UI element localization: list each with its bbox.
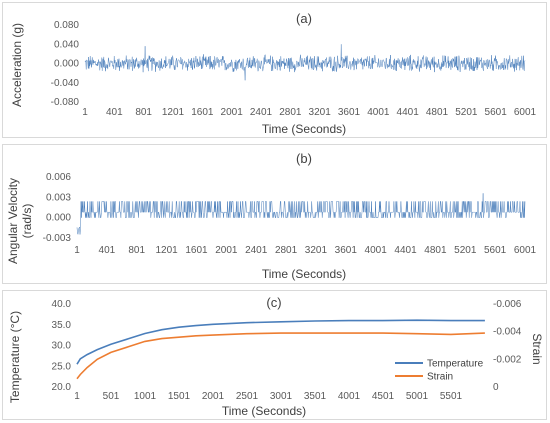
y-tick-label: -0.040 <box>51 78 80 89</box>
x-tick-label: 6001 <box>514 107 537 118</box>
x-tick-label: 4501 <box>372 391 395 402</box>
x-tick-label: 1 <box>74 391 80 402</box>
x-tick-label: 1 <box>82 107 88 118</box>
chart-title: (a) <box>296 11 312 26</box>
y2-tick-label: -0.004 <box>493 327 522 338</box>
x-tick-label: 401 <box>106 107 123 118</box>
x-tick-label: 1201 <box>162 107 185 118</box>
x-tick-label: 1 <box>74 245 80 256</box>
strain-series-line <box>76 332 485 380</box>
plot-area: 40.0 35.0 30.0 25.0 20.0 -0.006 -0.004 -0.002 0 1… <box>52 299 522 402</box>
y-tick-label: -0.003 <box>43 233 72 244</box>
x-tick-label: 2501 <box>236 391 259 402</box>
x-tick-label: 3601 <box>338 107 361 118</box>
y-axis-label-line1: Angular Velocity <box>6 178 20 264</box>
x-tick-label: 5201 <box>454 245 477 256</box>
y-axis-label: Temperature (°C) <box>8 311 22 403</box>
y-tick-label: 0.000 <box>46 213 71 224</box>
y-tick-label: 40.0 <box>52 299 72 310</box>
temperature-series-line <box>76 319 485 365</box>
y-axis-label: Acceleration (g) <box>10 23 24 107</box>
x-tick-label: 2401 <box>245 245 268 256</box>
x-tick-label: 5201 <box>455 107 478 118</box>
y2-tick-label: -0.002 <box>493 354 522 365</box>
x-axis-label: Time (Seconds) <box>222 404 306 418</box>
y-tick-label: 0.040 <box>54 39 79 50</box>
x-tick-label: 801 <box>128 245 145 256</box>
temperature-strain-chart: (c) Temperature (°C) Strain Time (Second… <box>8 295 544 418</box>
x-tick-label: 6001 <box>514 245 537 256</box>
x-tick-label: 2001 <box>215 245 238 256</box>
x-tick-label: 3601 <box>335 245 358 256</box>
x-tick-label: 2801 <box>275 245 298 256</box>
y-tick-label: 30.0 <box>52 341 72 352</box>
x-tick-label: 4801 <box>424 245 447 256</box>
x-tick-label: 4401 <box>394 245 417 256</box>
legend-label: Strain <box>427 372 453 383</box>
x-tick-label: 5601 <box>484 245 507 256</box>
x-tick-label: 5001 <box>406 391 429 402</box>
angular-velocity-chart: (b) Angular Velocity (rad/s) Time (Secon… <box>6 151 537 281</box>
x-axis-label: Time (Seconds) <box>262 122 346 136</box>
chart-title: (c) <box>266 295 281 310</box>
y-tick-label: 0.000 <box>54 59 79 70</box>
x-tick-label: 4001 <box>367 107 390 118</box>
x-tick-label: 801 <box>135 107 152 118</box>
x-tick-label: 5601 <box>485 107 508 118</box>
x-tick-label: 1001 <box>134 391 157 402</box>
x-tick-label: 1201 <box>155 245 178 256</box>
y2-tick-label: -0.006 <box>493 299 522 310</box>
x-tick-label: 4801 <box>426 107 449 118</box>
y-tick-label: 0.003 <box>46 192 71 203</box>
angular-velocity-series-line <box>76 193 526 236</box>
acceleration-chart: (a) Acceleration (g) Time (Seconds) 0.08… <box>10 11 537 136</box>
y-tick-label: 20.0 <box>52 382 72 393</box>
y2-axis-label: Strain <box>530 333 544 364</box>
y-tick-label: 35.0 <box>52 320 72 331</box>
x-tick-label: 2801 <box>279 107 302 118</box>
x-tick-label: 5501 <box>440 391 463 402</box>
x-tick-label: 3001 <box>270 391 293 402</box>
x-tick-label: 1601 <box>191 107 214 118</box>
angular-velocity-chart-panel: (b) Angular Velocity (rad/s) Time (Secon… <box>2 144 547 284</box>
legend-label: Temperature <box>427 359 484 370</box>
x-tick-label: 3201 <box>305 245 328 256</box>
y2-tick-label: 0 <box>493 382 499 393</box>
chart-title: (b) <box>296 151 312 166</box>
y-tick-label: -0.080 <box>51 97 80 108</box>
y-tick-label: 25.0 <box>52 361 72 372</box>
x-tick-label: 1501 <box>168 391 191 402</box>
x-tick-label: 2001 <box>221 107 244 118</box>
acceleration-chart-panel: (a) Acceleration (g) Time (Seconds) 0.08… <box>2 2 547 138</box>
y-tick-label: 0.080 <box>54 20 79 31</box>
temperature-strain-chart-panel: (c) Temperature (°C) Strain Time (Second… <box>2 290 547 420</box>
x-tick-label: 4001 <box>338 391 361 402</box>
x-tick-label: 2401 <box>250 107 273 118</box>
x-axis-label: Time (Seconds) <box>262 267 346 281</box>
x-tick-label: 4001 <box>365 245 388 256</box>
x-tick-label: 401 <box>99 245 116 256</box>
x-tick-label: 4401 <box>397 107 420 118</box>
x-tick-label: 2001 <box>202 391 225 402</box>
x-tick-label: 501 <box>103 391 120 402</box>
y-tick-label: 0.006 <box>46 172 71 183</box>
x-tick-label: 1601 <box>185 245 208 256</box>
y-axis-label-line2: (rad/s) <box>20 204 34 239</box>
x-tick-label: 3201 <box>309 107 332 118</box>
x-tick-label: 3501 <box>304 391 327 402</box>
acceleration-series-line <box>84 44 526 81</box>
